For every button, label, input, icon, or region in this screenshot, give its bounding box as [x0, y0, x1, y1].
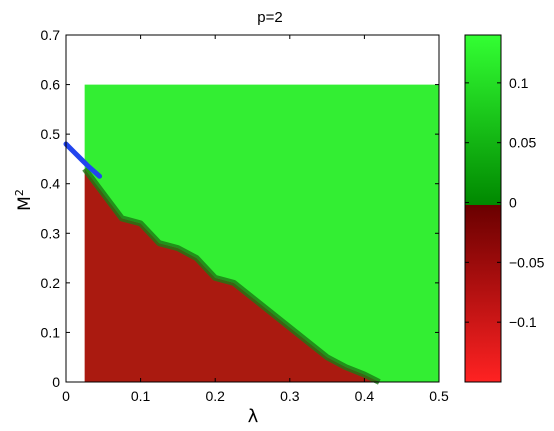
x-tick-label: 0.2 [205, 388, 225, 404]
x-tick-label: 0 [62, 388, 70, 404]
x-tick-label: 0.5 [429, 388, 449, 404]
colorbar-tick-label: 0.1 [509, 75, 529, 91]
x-tick-label: 0.3 [280, 388, 300, 404]
svg-text:M2: M2 [13, 189, 35, 211]
plot-area: 0 0.1 0.2 0.3 0.4 0.5 0 0.1 0.2 0.3 0.4 0.5 0.6 0.7 [41, 27, 449, 404]
zero-contour [82, 167, 381, 385]
colorbar-tick-label: 0 [509, 195, 517, 211]
blue-curve [63, 141, 103, 179]
colorbar-frame [464, 34, 502, 383]
y-axis-label: M2 [13, 189, 35, 211]
y-axis-label-main: M [15, 196, 35, 211]
y-tick-label: 0.2 [41, 275, 61, 291]
colorbar-positive [465, 35, 501, 205]
colorbar-tick-label: −0.1 [509, 314, 537, 330]
y-tick-label: 0.4 [41, 176, 61, 192]
y-axis-label-superscript: 2 [13, 189, 26, 196]
x-tick-label: 0.1 [131, 388, 151, 404]
y-tick-label: 0.7 [41, 27, 61, 43]
positive-region [84, 84, 440, 383]
x-axis-label: λ [248, 406, 259, 427]
y-tick-label: 0.5 [41, 126, 61, 142]
chart-title: p=2 [257, 9, 282, 26]
colorbar-tick-label: −0.05 [509, 254, 545, 270]
plot-frame [65, 34, 440, 383]
negative-region [84, 168, 380, 382]
y-tick-label: 0 [52, 374, 60, 390]
axis-ticks: 0 0.1 0.2 0.3 0.4 0.5 0 0.1 0.2 0.3 0.4 0.5 0.6 0.7 [41, 27, 449, 404]
colorbar-negative [465, 205, 501, 382]
x-tick-label: 0.4 [355, 388, 375, 404]
y-tick-label: 0.1 [41, 324, 61, 340]
colorbar-ticks: 0.1 0.05 0 −0.05 −0.1 [465, 75, 545, 330]
colorbar: 0.1 0.05 0 −0.05 −0.1 [464, 34, 545, 383]
colorbar-tick-label: 0.05 [509, 135, 536, 151]
y-tick-label: 0.6 [41, 77, 61, 93]
y-tick-label: 0.3 [41, 225, 61, 241]
heatmap-layer [63, 84, 440, 385]
